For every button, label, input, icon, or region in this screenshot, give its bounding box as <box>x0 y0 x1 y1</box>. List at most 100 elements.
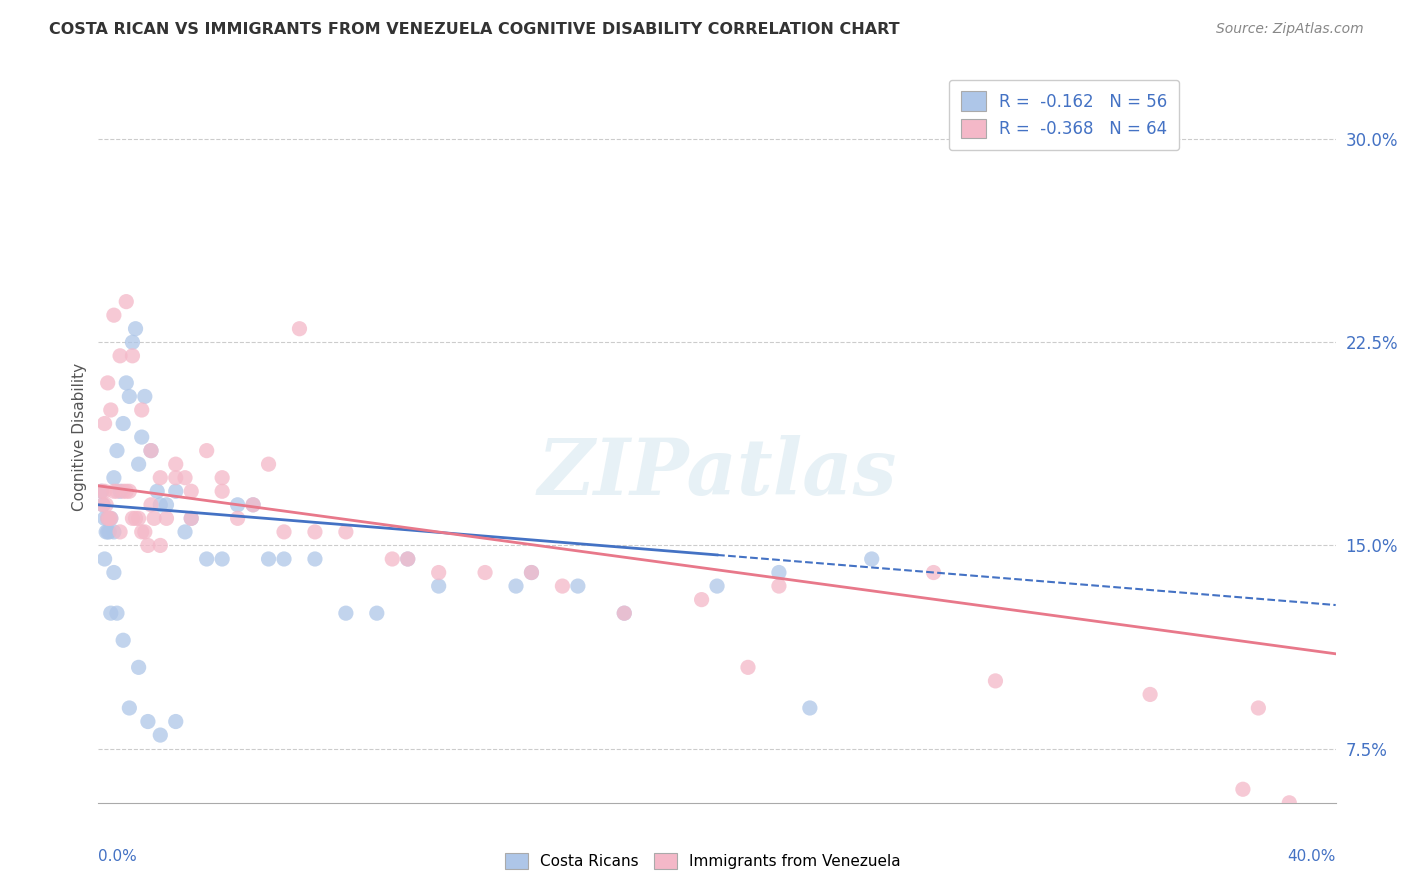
Point <box>165 457 187 471</box>
Point <box>860 552 883 566</box>
Point <box>474 566 496 580</box>
Point <box>97 524 120 539</box>
Point <box>136 538 159 552</box>
Point <box>98 524 121 539</box>
Point <box>174 471 197 485</box>
Point <box>273 552 295 566</box>
Point <box>124 322 146 336</box>
Point <box>335 606 357 620</box>
Point <box>396 552 419 566</box>
Point <box>149 538 172 552</box>
Point <box>366 606 388 620</box>
Text: COSTA RICAN VS IMMIGRANTS FROM VENEZUELA COGNITIVE DISABILITY CORRELATION CHART: COSTA RICAN VS IMMIGRANTS FROM VENEZUELA… <box>49 22 900 37</box>
Point <box>257 552 280 566</box>
Point <box>121 511 143 525</box>
Point <box>984 673 1007 688</box>
Point <box>93 417 115 431</box>
Point <box>91 498 114 512</box>
Point <box>105 443 128 458</box>
Point <box>143 511 166 525</box>
Point <box>1247 701 1270 715</box>
Point <box>96 524 118 539</box>
Point <box>706 579 728 593</box>
Point <box>146 484 169 499</box>
Point <box>115 484 138 499</box>
Point <box>149 471 172 485</box>
Point <box>100 511 122 525</box>
Point <box>128 511 150 525</box>
Point <box>226 498 249 512</box>
Text: Source: ZipAtlas.com: Source: ZipAtlas.com <box>1216 22 1364 37</box>
Point <box>737 660 759 674</box>
Point <box>93 511 115 525</box>
Point <box>90 484 112 499</box>
Point <box>100 403 122 417</box>
Point <box>768 566 790 580</box>
Point <box>690 592 713 607</box>
Point <box>427 566 450 580</box>
Point <box>124 511 146 525</box>
Point <box>211 484 233 499</box>
Point <box>226 511 249 525</box>
Point <box>1232 782 1254 797</box>
Point <box>273 524 295 539</box>
Point <box>112 417 135 431</box>
Point <box>381 552 404 566</box>
Point <box>128 457 150 471</box>
Text: 0.0%: 0.0% <box>98 849 138 863</box>
Point <box>121 349 143 363</box>
Point <box>112 633 135 648</box>
Point <box>613 606 636 620</box>
Point <box>108 484 131 499</box>
Point <box>136 714 159 729</box>
Point <box>90 484 112 499</box>
Point <box>105 606 128 620</box>
Point <box>180 484 202 499</box>
Point <box>97 376 120 390</box>
Point <box>180 511 202 525</box>
Point <box>131 430 153 444</box>
Point <box>1278 796 1301 810</box>
Legend: R =  -0.162   N = 56, R =  -0.368   N = 64: R = -0.162 N = 56, R = -0.368 N = 64 <box>949 79 1178 150</box>
Point <box>134 524 156 539</box>
Point <box>165 714 187 729</box>
Point <box>108 349 131 363</box>
Point <box>149 728 172 742</box>
Point <box>115 376 138 390</box>
Point <box>567 579 589 593</box>
Point <box>195 552 218 566</box>
Point <box>98 511 121 525</box>
Point <box>396 552 419 566</box>
Point <box>93 484 115 499</box>
Point <box>335 524 357 539</box>
Point <box>139 498 162 512</box>
Point <box>97 511 120 525</box>
Point <box>118 484 141 499</box>
Point <box>139 443 162 458</box>
Point <box>97 511 120 525</box>
Point <box>211 552 233 566</box>
Point <box>105 484 128 499</box>
Point <box>155 498 177 512</box>
Text: 40.0%: 40.0% <box>1288 849 1336 863</box>
Point <box>103 471 125 485</box>
Point <box>165 471 187 485</box>
Point <box>799 701 821 715</box>
Point <box>242 498 264 512</box>
Point <box>128 660 150 674</box>
Point <box>304 552 326 566</box>
Point <box>103 484 125 499</box>
Point <box>520 566 543 580</box>
Point <box>922 566 945 580</box>
Point <box>551 579 574 593</box>
Point <box>174 524 197 539</box>
Point <box>93 552 115 566</box>
Point <box>118 701 141 715</box>
Point <box>149 498 172 512</box>
Point <box>257 457 280 471</box>
Point <box>613 606 636 620</box>
Point <box>155 511 177 525</box>
Point <box>100 511 122 525</box>
Point <box>1139 688 1161 702</box>
Point <box>134 389 156 403</box>
